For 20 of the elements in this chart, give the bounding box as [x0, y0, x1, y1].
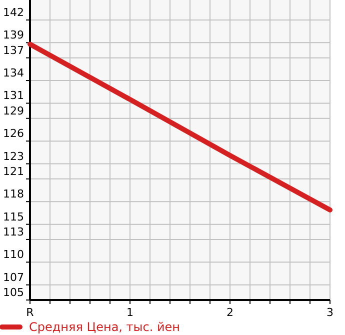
- y-tick-label: 142: [3, 6, 24, 19]
- y-tick-label: 137: [3, 44, 24, 57]
- y-tick-label: 139: [3, 28, 24, 42]
- x-tick-label: 1: [126, 306, 134, 319]
- y-tick-label: 123: [3, 150, 24, 163]
- x-tick-label: R: [26, 306, 34, 319]
- x-tick-label: 2: [226, 306, 234, 319]
- y-tick-label: 107: [3, 270, 24, 284]
- y-tick-label: 126: [3, 127, 24, 140]
- y-tick-label: 110: [3, 248, 24, 262]
- y-tick-label: 113: [3, 225, 24, 238]
- y-tick-label: 121: [3, 164, 24, 178]
- y-tick-label: 134: [3, 66, 24, 80]
- legend-label: Средняя Цена, тыс. йен: [29, 320, 180, 334]
- y-tick-label: 105: [3, 286, 24, 299]
- y-tick-label: 115: [3, 210, 24, 224]
- x-tick-label: 3: [326, 306, 334, 319]
- y-tick-label: 118: [3, 188, 24, 201]
- y-tick-label: 131: [3, 89, 24, 102]
- y-tick-label: 129: [3, 104, 24, 118]
